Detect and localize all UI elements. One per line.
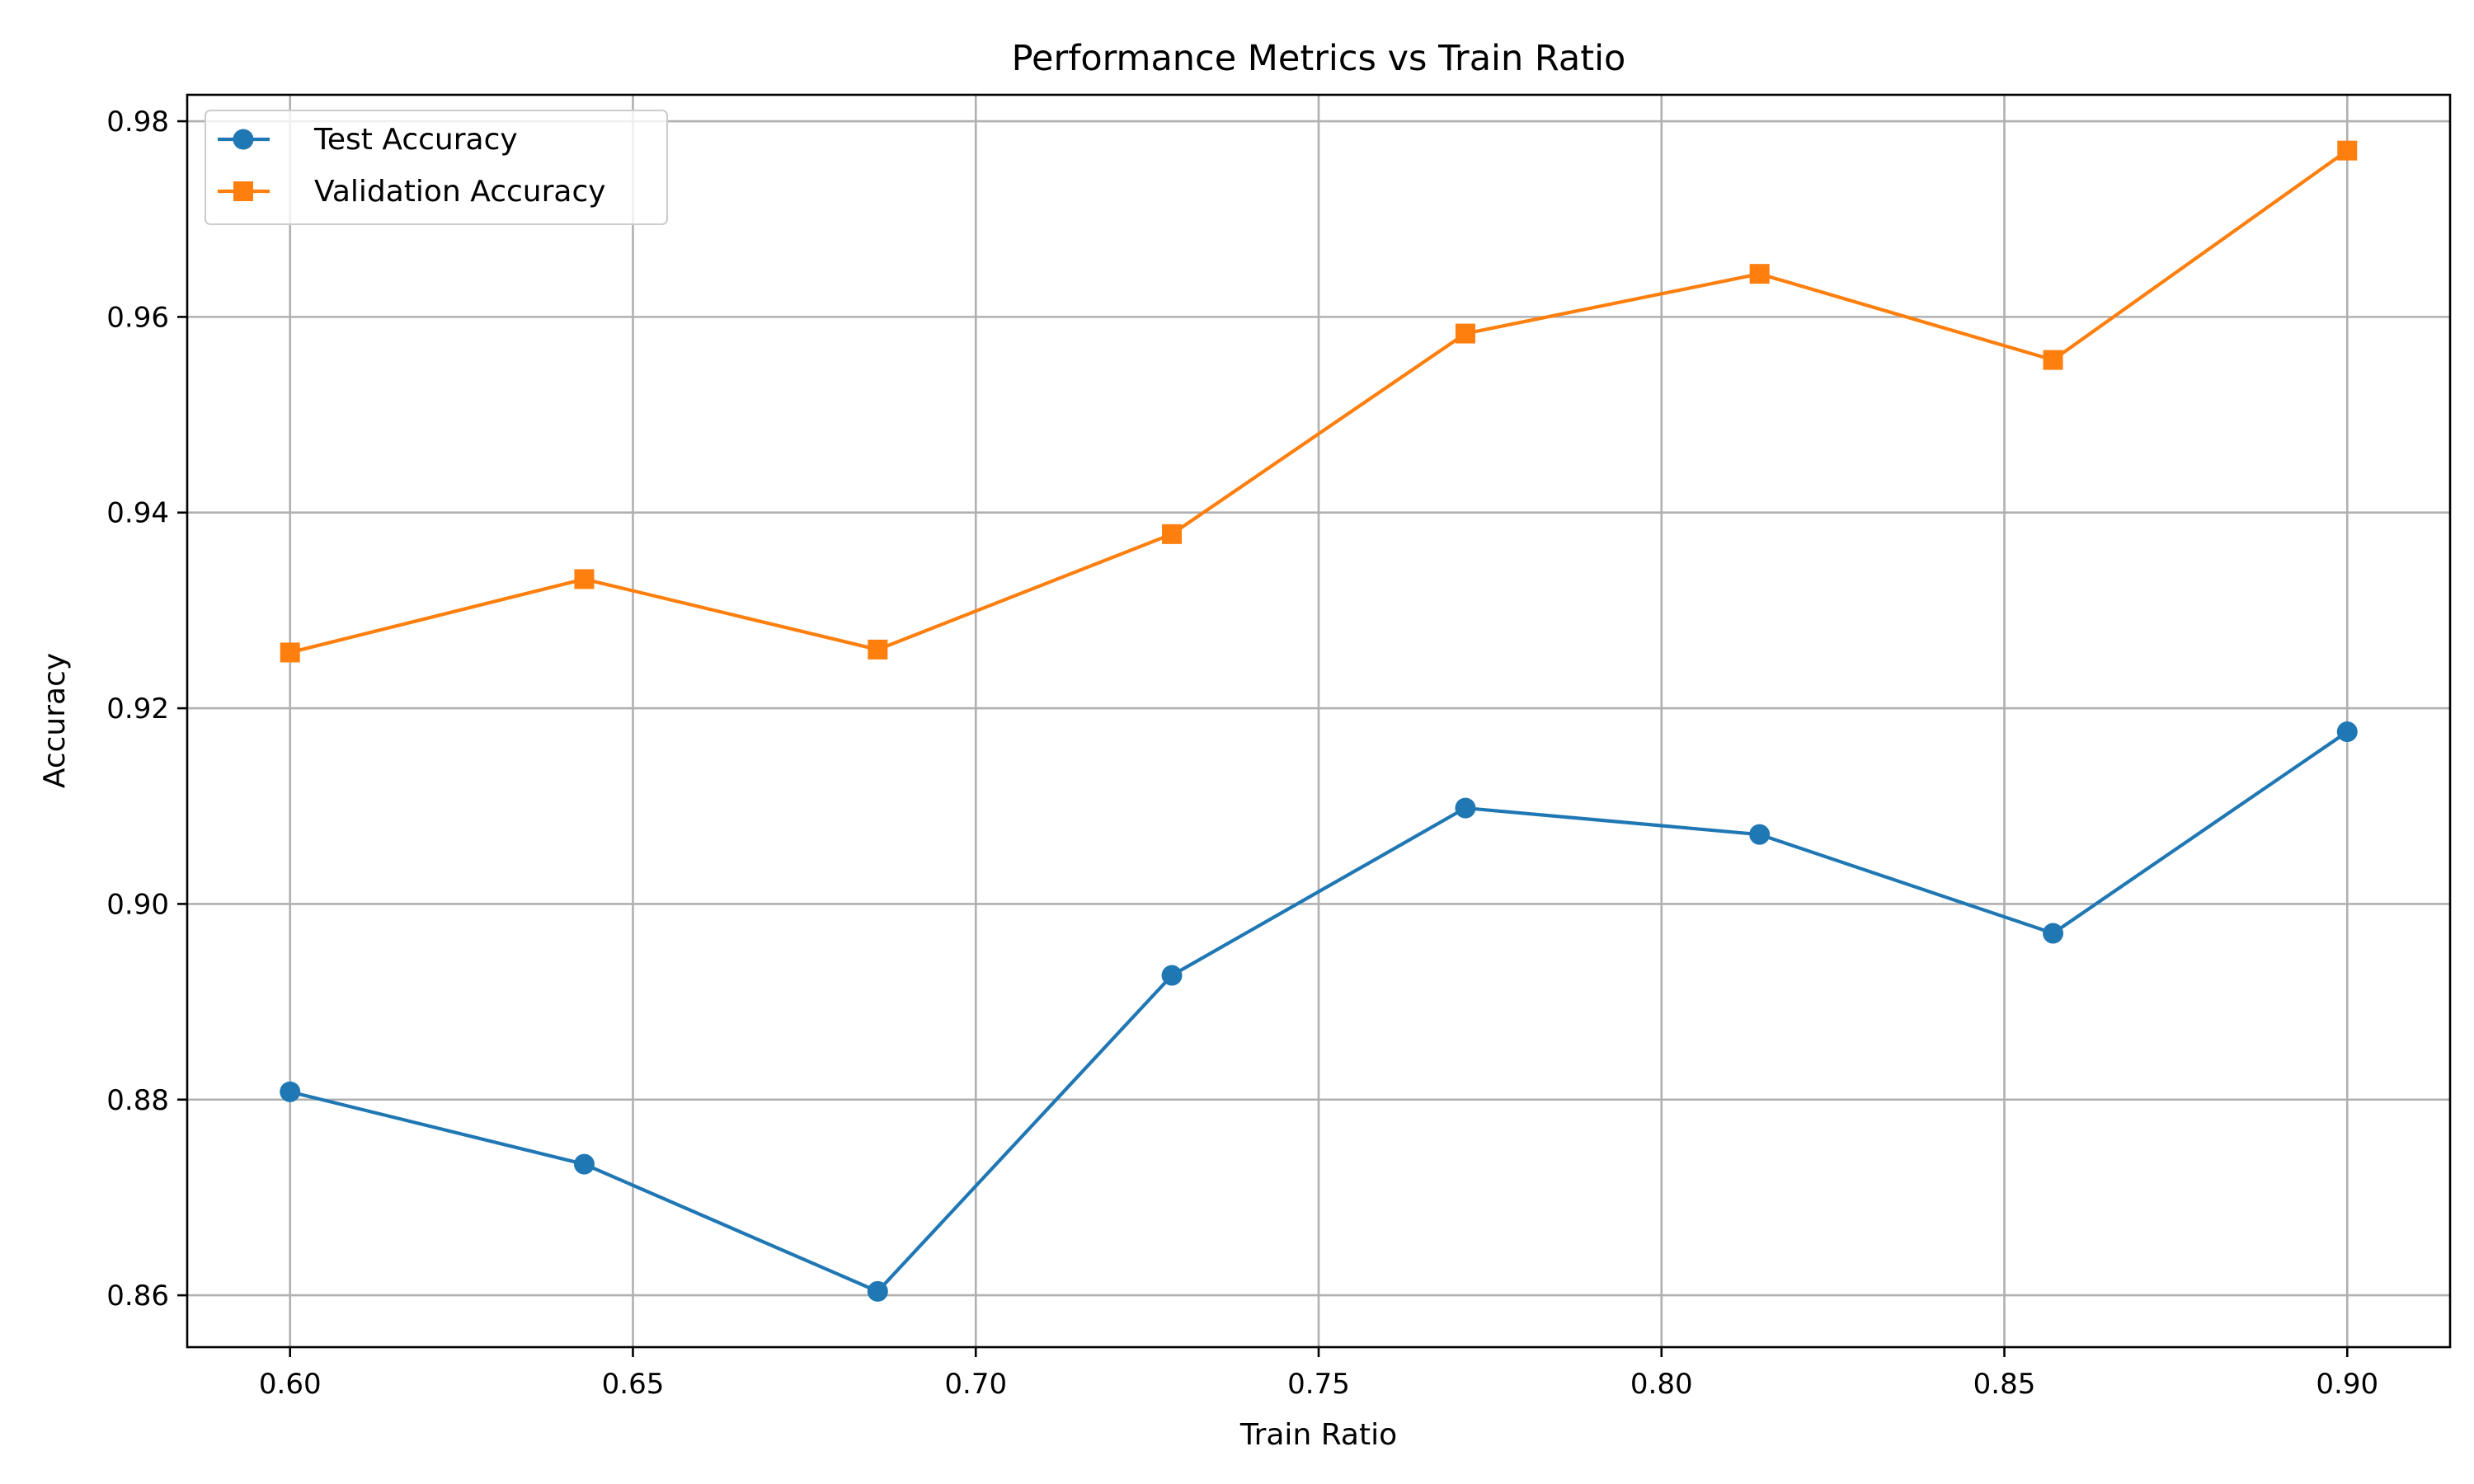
- y-tick-label: 0.86: [106, 1280, 169, 1313]
- validation-accuracy-point: [868, 639, 888, 660]
- test-accuracy-point: [2043, 923, 2064, 944]
- test-accuracy-point: [573, 1153, 595, 1175]
- legend-frame: [205, 110, 668, 225]
- validation-accuracy-point: [1749, 264, 1770, 284]
- x-tick-label: 0.70: [944, 1368, 1007, 1401]
- x-tick-label: 0.90: [2316, 1368, 2378, 1401]
- legend-test-accuracy-marker: [233, 129, 254, 150]
- x-tick-label: 0.75: [1287, 1368, 1350, 1401]
- test-accuracy-point: [1455, 797, 1476, 819]
- y-tick-label: 0.96: [106, 301, 169, 334]
- legend: Test Accuracy Validation Accuracy: [205, 110, 668, 225]
- y-tick-label: 0.90: [106, 888, 169, 921]
- x-tick-label: 0.80: [1630, 1368, 1693, 1401]
- legend-validation-accuracy-marker: [233, 181, 253, 201]
- test-accuracy-point: [1749, 824, 1771, 845]
- test-accuracy-point: [1161, 965, 1183, 986]
- validation-accuracy-point: [1162, 524, 1183, 544]
- x-tick-label: 0.65: [602, 1368, 665, 1401]
- test-accuracy-point: [867, 1280, 888, 1302]
- x-axis-title: Train Ratio: [1239, 1418, 1397, 1452]
- grid: [187, 95, 2450, 1347]
- series-test-accuracy: [280, 721, 2358, 1302]
- test-accuracy-line: [289, 730, 2349, 1294]
- axis-ticks: 0.60 0.65 0.70 0.75 0.80 0.85 0.90 0.86 0.88 0.90…: [106, 106, 2378, 1401]
- series-validation-accuracy: [280, 140, 2358, 663]
- legend-label: Test Accuracy: [313, 123, 518, 157]
- y-axis-title: Accuracy: [38, 653, 72, 788]
- validation-accuracy-point: [2337, 140, 2358, 161]
- legend-label: Validation Accuracy: [314, 175, 606, 209]
- validation-accuracy-point: [2043, 350, 2063, 370]
- test-accuracy-point: [280, 1081, 301, 1102]
- test-accuracy-point: [2336, 721, 2358, 743]
- series-layer: [280, 140, 2358, 1302]
- validation-accuracy-line: [289, 148, 2349, 655]
- validation-accuracy-point: [574, 569, 595, 589]
- y-tick-label: 0.98: [106, 106, 169, 139]
- y-tick-label: 0.92: [106, 693, 169, 726]
- x-tick-label: 0.60: [259, 1368, 322, 1401]
- validation-accuracy-point: [1455, 323, 1475, 344]
- validation-accuracy-point: [280, 642, 300, 663]
- y-tick-label: 0.88: [106, 1084, 169, 1117]
- chart-title: Performance Metrics vs Train Ratio: [1012, 38, 1626, 79]
- x-tick-label: 0.85: [1973, 1368, 2036, 1401]
- y-tick-label: 0.94: [106, 497, 169, 530]
